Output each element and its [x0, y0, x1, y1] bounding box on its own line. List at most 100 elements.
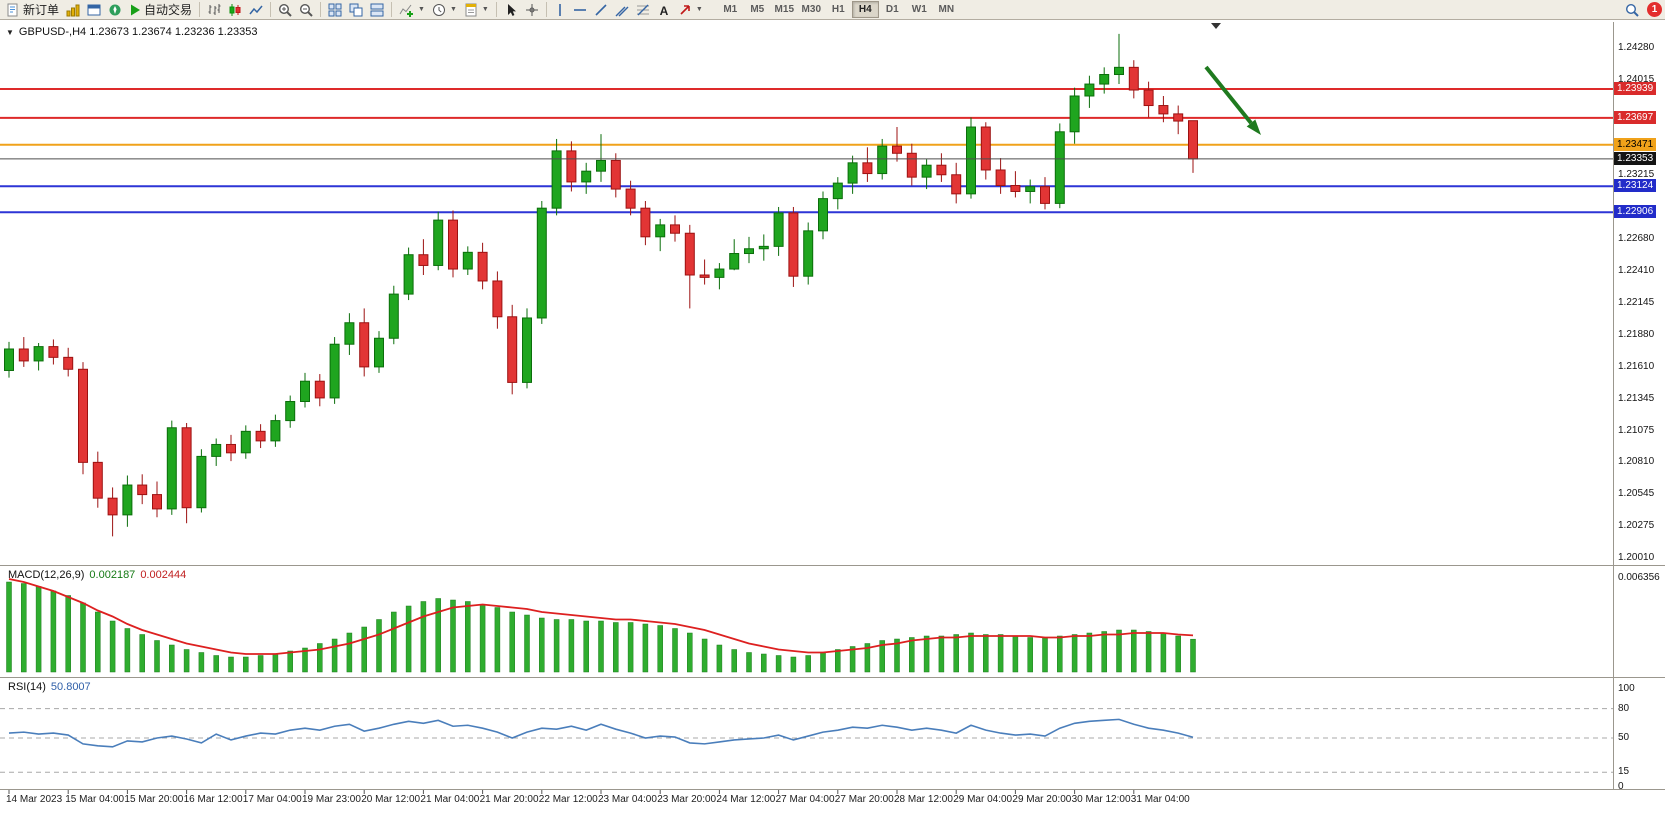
timeframe-button-h4[interactable]: H4 — [851, 1, 879, 18]
rsi-scale-label: 100 — [1618, 683, 1635, 694]
price-axis-label: 1.21075 — [1618, 424, 1655, 436]
timeframe-button-d1[interactable]: D1 — [879, 1, 906, 18]
cursor-icon — [507, 3, 516, 16]
time-axis-label: 15 Mar 20:00 — [124, 794, 184, 805]
arrows-tool-icon — [680, 4, 690, 15]
chevron-down-icon: ▼ — [695, 6, 703, 13]
timeframe-button-mn[interactable]: MN — [933, 1, 960, 18]
text-tool-icon: A — [660, 4, 669, 17]
zoom-out-button[interactable] — [296, 1, 316, 19]
chevron-down-icon[interactable]: ▼ — [6, 27, 14, 37]
time-axis-label: 15 Mar 04:00 — [65, 794, 125, 805]
zoom-in-button[interactable] — [275, 1, 295, 19]
notification-badge[interactable]: 1 — [1647, 2, 1662, 17]
main-toolbar: 新订单 自动交易 ▼ ▼ — [0, 0, 1665, 20]
svg-text:A: A — [660, 4, 669, 17]
price-line-badge: 1.23939 — [1614, 81, 1657, 95]
time-axis-label: 23 Mar 04:00 — [598, 794, 657, 805]
chart-title: ▼ GBPUSD-,H4 1.23673 1.23674 1.23236 1.2… — [6, 26, 257, 38]
time-axis-label: 23 Mar 20:00 — [657, 794, 717, 805]
trend-arrow-annotation[interactable] — [1204, 65, 1261, 135]
fibonacci-tool-button[interactable] — [633, 1, 653, 19]
line-chart-icon — [249, 5, 263, 14]
navigator-button[interactable] — [105, 1, 125, 19]
channel-icon — [615, 6, 629, 16]
toolbar-separator — [199, 2, 201, 17]
line-chart-button[interactable] — [246, 1, 266, 19]
price-axis-label: 1.21880 — [1618, 328, 1655, 340]
price-axis-label: 1.21345 — [1618, 392, 1655, 404]
new-order-label: 新订单 — [23, 3, 60, 17]
horizontal-line-tool-button[interactable] — [570, 1, 590, 19]
timeframe-button-h1[interactable]: H1 — [825, 1, 852, 18]
navigator-icon — [109, 4, 121, 15]
rsi-scale-label: 15 — [1618, 766, 1630, 778]
crosshair-tool-button[interactable] — [522, 1, 542, 19]
timeframe-button-m30[interactable]: M30 — [798, 1, 825, 18]
templates-button[interactable]: ▼ — [461, 1, 492, 19]
time-axis-label: 19 Mar 23:00 — [302, 794, 361, 805]
timeframe-button-m5[interactable]: M5 — [744, 1, 771, 18]
price-line-badge: 1.23124 — [1614, 179, 1657, 193]
price-line-badge: 1.23697 — [1614, 110, 1657, 124]
macd-scale-label: 0.006356 — [1618, 571, 1660, 583]
macd-signal-line — [8, 578, 1194, 655]
trendline-tool-button[interactable] — [591, 1, 611, 19]
cascade-windows-icon — [349, 3, 363, 16]
time-axis-label: 28 Mar 12:00 — [894, 794, 953, 805]
autotrading-label: 自动交易 — [144, 3, 193, 17]
new-order-icon — [7, 3, 18, 16]
cursor-tool-button[interactable] — [501, 1, 521, 19]
time-axis-label: 27 Mar 20:00 — [834, 794, 894, 805]
search-button[interactable] — [1622, 1, 1642, 19]
price-axis-label: 1.24280 — [1618, 42, 1655, 54]
macd-name: MACD(12,26,9) — [8, 569, 85, 581]
macd-label: MACD(12,26,9) 0.002187 0.002444 — [8, 569, 186, 581]
macd-panel[interactable] — [0, 566, 1613, 677]
candlestick-chart-button[interactable] — [225, 1, 245, 19]
arrange-windows-button[interactable] — [367, 1, 387, 19]
rsi-panel[interactable] — [0, 678, 1613, 789]
chevron-down-icon: ▼ — [449, 6, 457, 13]
text-tool-button[interactable]: A — [654, 1, 674, 19]
tile-windows-icon — [328, 3, 342, 16]
indicators-button[interactable]: ▼ — [396, 1, 428, 19]
cascade-windows-button[interactable] — [346, 1, 366, 19]
timeframe-button-m1[interactable]: M1 — [717, 1, 744, 18]
main-chart-panel[interactable] — [0, 22, 1613, 565]
vertical-line-tool-button[interactable] — [551, 1, 569, 19]
zoom-in-icon — [279, 3, 292, 17]
timeframe-button-w1[interactable]: W1 — [906, 1, 933, 18]
price-axis-label: 1.20810 — [1618, 456, 1655, 468]
price-axis-label: 1.23215 — [1618, 169, 1655, 181]
arrange-windows-icon — [370, 3, 384, 16]
fibonacci-icon — [636, 4, 649, 15]
market-watch-button[interactable] — [63, 1, 83, 19]
time-axis-label: 16 Mar 12:00 — [183, 794, 243, 805]
current-price-badge: 1.23353 — [1614, 151, 1657, 165]
rsi-value: 50.8007 — [50, 681, 91, 693]
tile-windows-button[interactable] — [325, 1, 345, 19]
chart-shift-marker-icon[interactable] — [1211, 23, 1221, 29]
periods-button[interactable]: ▼ — [429, 1, 460, 19]
data-window-button[interactable] — [84, 1, 104, 19]
new-order-button[interactable]: 新订单 — [3, 1, 62, 19]
indicators-icon — [399, 4, 414, 17]
time-axis-label: 22 Mar 12:00 — [538, 794, 598, 805]
autotrading-button[interactable]: 自动交易 — [126, 1, 195, 19]
price-axis-label: 1.20010 — [1618, 551, 1655, 563]
time-axis-label: 14 Mar 2023 — [6, 794, 63, 805]
time-axis-label: 30 Mar 12:00 — [1071, 794, 1131, 805]
crosshair-icon — [525, 3, 538, 16]
chevron-down-icon: ▼ — [418, 6, 425, 13]
price-axis-label: 1.22410 — [1618, 265, 1655, 277]
horizontal-line-icon — [573, 8, 586, 11]
chevron-down-icon: ▼ — [481, 6, 489, 13]
rsi-levels-layer — [0, 708, 1613, 773]
bars-chart-button[interactable] — [204, 1, 224, 19]
channel-tool-button[interactable] — [612, 1, 632, 19]
timeframe-button-m15[interactable]: M15 — [771, 1, 798, 18]
time-axis-label: 17 Mar 04:00 — [242, 794, 302, 805]
arrows-tool-button[interactable]: ▼ — [675, 1, 706, 19]
